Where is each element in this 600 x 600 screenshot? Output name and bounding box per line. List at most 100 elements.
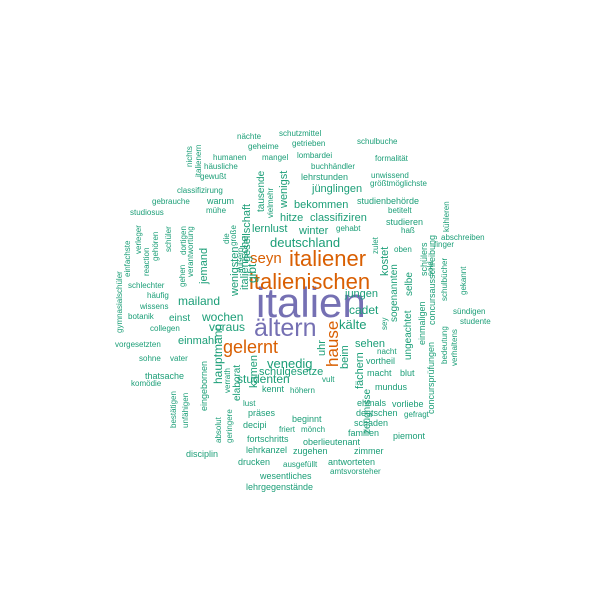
word: italiener (289, 246, 367, 271)
word: beim (339, 345, 351, 369)
word: mangel (262, 153, 289, 162)
word: kühleren (442, 201, 451, 232)
word: wissens (140, 302, 169, 311)
word: friert (279, 425, 295, 434)
word: studienbehörde (357, 196, 420, 206)
word: uhr (316, 340, 328, 356)
word: familien (348, 428, 380, 438)
word: jemand (198, 247, 210, 284)
word: fortschritts (247, 434, 289, 444)
word: oberlieutenant (303, 437, 361, 447)
word: buchhändler (311, 162, 356, 171)
word: sogenannten (389, 264, 400, 322)
word: drucken (238, 457, 271, 467)
word: ausgefüllt (283, 460, 318, 469)
word: finger (434, 240, 455, 249)
word: äußern (236, 247, 245, 273)
word: vortheil (366, 356, 396, 366)
word: formalität (375, 154, 408, 163)
word: elaborat (232, 364, 243, 401)
word: vult (322, 375, 335, 384)
word: verhaltens (450, 329, 459, 366)
word: gelernt (223, 337, 279, 357)
word: mönch (301, 425, 326, 434)
word: wochen (202, 310, 244, 324)
word: wenigst (278, 170, 290, 208)
word: gymnasialschüler (115, 271, 124, 333)
word: mailand (178, 294, 221, 308)
word: studiosus (130, 208, 164, 217)
word: unfähigen (181, 392, 190, 428)
word: oben (394, 245, 412, 254)
word: komödie (131, 379, 162, 388)
word: nacht (377, 347, 397, 356)
word: geringere (225, 409, 234, 443)
word: italien (256, 279, 366, 326)
word: geheime (248, 142, 279, 151)
word: bestätigen (169, 391, 178, 428)
word: winter (299, 225, 329, 237)
word: classifizirung (177, 186, 223, 195)
word: zulet (371, 237, 380, 254)
word: gibt (245, 263, 259, 283)
word: italienern (194, 144, 203, 177)
word: kamen (248, 354, 260, 388)
word: studieren (386, 217, 424, 227)
word: verleger (134, 225, 143, 254)
word: jungen (345, 288, 379, 300)
word: jünglingen (312, 183, 363, 195)
word: deutschland (270, 235, 341, 250)
word: classifiziren (310, 212, 367, 224)
word: die (222, 233, 231, 244)
word: abschreiben (441, 233, 485, 242)
word: voraus (209, 320, 246, 334)
word: zugehen (293, 446, 328, 456)
word: bekommen (294, 199, 349, 211)
word: concursausschreibung (427, 234, 437, 325)
word: nächte (237, 132, 262, 141)
word: gehabt (336, 224, 361, 233)
word: gewußt (200, 172, 227, 181)
word: studenten (237, 372, 290, 386)
word: reaction (142, 247, 151, 276)
word: schulbücher (440, 257, 449, 301)
word: sündigen (453, 307, 486, 316)
word: schulbuche (357, 137, 398, 146)
word: selbe (404, 272, 415, 296)
word: sold (426, 261, 435, 276)
word: unwissend (371, 171, 409, 180)
word: venedig (267, 356, 313, 371)
word: kälte (339, 317, 367, 332)
word: vielmehr (266, 187, 275, 218)
word: schulgesetze (259, 366, 324, 378)
word: verantwortung (186, 226, 195, 277)
word: gebrauche (152, 197, 190, 206)
word: blut (400, 368, 415, 378)
word: große (229, 225, 238, 246)
word: ungeachtet (403, 310, 414, 361)
word: mundus (375, 382, 408, 392)
word: wesentliches (260, 471, 312, 481)
word: schutzmittel (279, 129, 322, 138)
word: kostet (379, 246, 391, 276)
word: betitelt (388, 206, 412, 215)
word: haß (401, 226, 415, 235)
word: verrath (223, 368, 232, 393)
word: piemont (393, 431, 426, 441)
word: häufig (147, 291, 169, 300)
word: schaden (354, 418, 389, 428)
word: größtmöglichste (370, 179, 427, 188)
word: hitze (280, 212, 304, 224)
word: lehrkanzel (246, 445, 288, 455)
word: schüler (164, 226, 173, 252)
word: sehen (355, 338, 385, 350)
word: studente (460, 317, 491, 326)
word: lombardei (297, 151, 333, 160)
word: vorliebe (392, 399, 424, 409)
word: absolut (214, 417, 223, 443)
word: lehrgegenstände (246, 482, 314, 492)
word: zimmer (354, 446, 384, 456)
word: ältern (254, 314, 317, 342)
word: vorgesetzten (115, 340, 161, 349)
word: seyn (250, 250, 282, 267)
